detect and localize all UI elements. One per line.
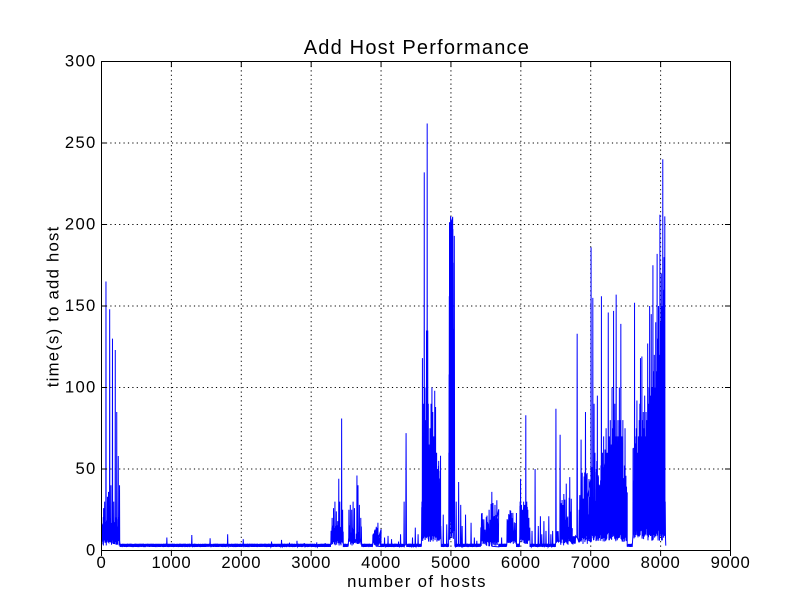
svg-text:300: 300 — [65, 51, 97, 70]
svg-text:8000: 8000 — [641, 553, 681, 572]
svg-text:50: 50 — [75, 459, 96, 478]
svg-text:7000: 7000 — [571, 553, 611, 572]
svg-text:150: 150 — [65, 296, 97, 315]
svg-text:0: 0 — [86, 540, 97, 559]
svg-text:250: 250 — [65, 133, 97, 152]
svg-text:100: 100 — [65, 377, 97, 396]
svg-text:Add Host Performance: Add Host Performance — [304, 37, 530, 59]
svg-text:1000: 1000 — [151, 553, 191, 572]
svg-text:5000: 5000 — [431, 553, 471, 572]
svg-text:6000: 6000 — [501, 553, 541, 572]
svg-text:time(s) to add host: time(s) to add host — [44, 226, 63, 388]
svg-text:number of hosts: number of hosts — [347, 572, 487, 591]
svg-text:0: 0 — [97, 553, 107, 572]
svg-text:9000: 9000 — [711, 553, 751, 572]
svg-text:2000: 2000 — [221, 553, 261, 572]
svg-text:200: 200 — [65, 214, 97, 233]
svg-text:3000: 3000 — [291, 553, 331, 572]
svg-text:4000: 4000 — [361, 553, 401, 572]
